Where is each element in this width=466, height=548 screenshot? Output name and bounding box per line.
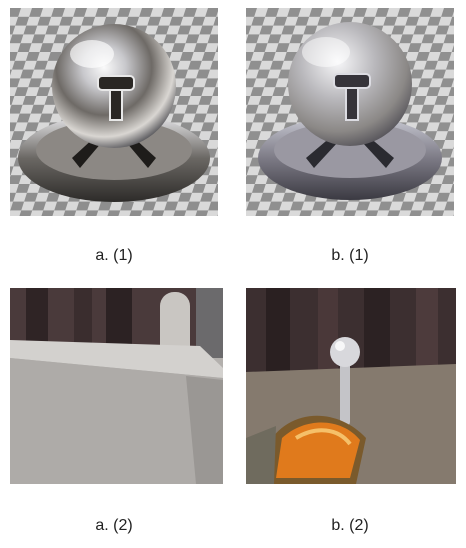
metal-sphere-render-noisy [10, 8, 218, 216]
panel-b2-image [246, 288, 456, 484]
panel-b1-image [246, 8, 454, 216]
caption-b1: b. (1) [331, 247, 369, 264]
panel-a2-image [10, 288, 223, 484]
beam-closeup-render [10, 288, 223, 484]
caption-b2: b. (2) [331, 517, 369, 534]
metal-sphere-render-smooth [246, 8, 454, 216]
caption-a2: a. (2) [95, 517, 133, 534]
joystick-closeup-render [246, 288, 456, 484]
caption-a1: a. (1) [95, 247, 133, 264]
panel-a1-image [10, 8, 218, 216]
